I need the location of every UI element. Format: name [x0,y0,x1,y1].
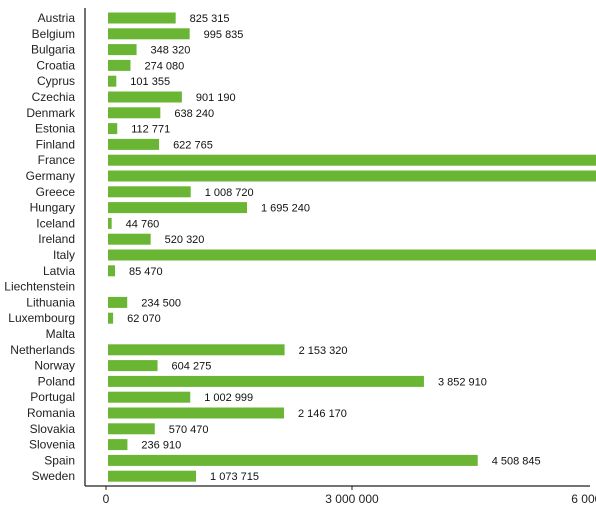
bar-belgium [108,28,190,40]
category-label-spain: Spain [44,453,75,467]
value-label-hungary: 1 695 240 [261,203,310,215]
category-label-slovenia: Slovenia [29,438,75,452]
category-label-cyprus: Cyprus [37,74,75,88]
value-label-slovakia: 570 470 [169,424,209,436]
category-label-norway: Norway [34,359,75,373]
value-label-romania: 2 146 170 [298,408,347,420]
value-label-croatia: 274 080 [144,60,184,72]
category-label-france: France [38,153,76,167]
value-label-luxembourg: 62 070 [127,313,161,325]
category-label-luxembourg: Luxembourg [8,311,75,325]
bar-iceland [108,217,112,229]
value-label-poland: 3 852 910 [438,376,487,388]
category-label-sweden: Sweden [32,469,75,483]
category-label-germany: Germany [26,169,75,183]
category-label-croatia: Croatia [36,58,75,72]
bar-hungary [108,202,248,214]
bars-group [108,12,596,482]
bar-france [108,154,596,166]
category-label-finland: Finland [36,137,75,151]
value-label-spain: 4 508 845 [492,455,541,467]
bar-slovenia [108,439,128,451]
value-label-czechia: 901 190 [196,92,236,104]
value-label-sweden: 1 073 715 [210,471,259,483]
category-label-hungary: Hungary [30,201,75,215]
value-label-latvia: 85 470 [129,266,163,278]
x-tick-label: 6 000 000 [571,492,596,506]
value-label-denmark: 638 240 [174,108,214,120]
value-label-slovenia: 236 910 [141,440,181,452]
value-label-ireland: 520 320 [165,234,205,246]
category-label-latvia: Latvia [43,264,75,278]
value-label-belgium: 995 835 [204,29,244,41]
bar-portugal [108,391,191,403]
category-label-romania: Romania [27,406,75,420]
value-label-netherlands: 2 153 320 [299,345,348,357]
value-labels: 825 315 995 835 348 320 274 080 101 355 901 1… [126,13,541,483]
value-label-cyprus: 101 355 [130,76,170,88]
bar-lithuania [108,296,128,308]
category-label-malta: Malta [46,327,76,341]
value-label-finland: 622 765 [173,139,213,151]
category-label-bulgaria: Bulgaria [31,43,75,57]
category-label-liechtenstein: Liechtenstein [4,280,75,294]
bar-spain [108,454,478,466]
category-label-netherlands: Netherlands [10,343,75,357]
bar-poland [108,375,424,387]
x-tick-label: 0 [103,492,110,506]
bar-slovakia [108,423,155,435]
bar-romania [108,407,284,419]
value-label-portugal: 1 002 999 [204,392,253,404]
value-label-lithuania: 234 500 [141,297,181,309]
value-label-austria: 825 315 [190,13,230,25]
bar-sweden [108,470,197,482]
x-tick-label: 3 000 000 [325,492,379,506]
bar-croatia [108,59,131,71]
bar-netherlands [108,344,285,356]
category-label-lithuania: Lithuania [26,295,75,309]
bar-luxembourg [108,312,114,324]
category-label-ireland: Ireland [38,232,75,246]
value-label-norway: 604 275 [172,361,212,373]
category-label-czechia: Czechia [32,90,76,104]
category-label-slovakia: Slovakia [30,422,76,436]
bar-estonia [108,123,118,135]
bar-cyprus [108,75,117,87]
bar-norway [108,360,158,372]
category-label-austria: Austria [38,11,76,25]
bar-greece [108,186,191,198]
bar-germany [108,170,596,182]
value-label-greece: 1 008 720 [205,187,254,199]
bar-bulgaria [108,44,137,56]
category-label-belgium: Belgium [32,27,75,41]
bar-ireland [108,233,151,245]
value-label-estonia: 112 771 [131,124,170,136]
category-label-greece: Greece [36,185,76,199]
category-label-iceland: Iceland [36,216,75,230]
category-label-poland: Poland [38,374,75,388]
category-label-denmark: Denmark [26,106,76,120]
category-label-portugal: Portugal [30,390,75,404]
category-label-estonia: Estonia [35,122,75,136]
bar-austria [108,12,176,24]
bar-finland [108,138,160,150]
bar-italy [108,249,596,261]
bar-latvia [108,265,116,277]
bar-czechia [108,91,182,103]
category-label-italy: Italy [53,248,75,262]
value-label-bulgaria: 348 320 [151,45,191,57]
bar-denmark [108,107,161,119]
value-label-iceland: 44 760 [126,218,160,230]
